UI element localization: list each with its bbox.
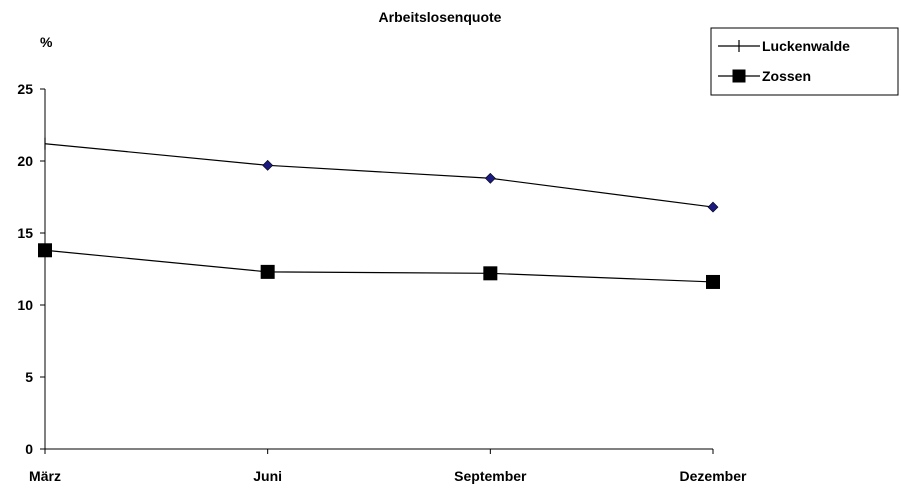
x-tick-label: Juni xyxy=(253,468,282,484)
legend-box xyxy=(710,27,899,96)
data-point-luckenwalde xyxy=(707,201,719,213)
y-axis-label: % xyxy=(40,34,53,50)
series-layer xyxy=(38,137,720,289)
legend-label-luckenwalde: Luckenwalde xyxy=(762,38,850,54)
y-tick-label: 5 xyxy=(25,369,33,385)
x-tick-label: September xyxy=(454,468,527,484)
data-point-luckenwalde xyxy=(262,159,274,171)
y-tick-label: 15 xyxy=(17,225,33,241)
data-point-luckenwalde xyxy=(484,172,496,184)
y-tick-label: 25 xyxy=(17,81,33,97)
data-point-zossen xyxy=(38,243,52,258)
data-point-zossen xyxy=(483,266,498,281)
x-tick-label: März xyxy=(29,468,61,484)
y-tick-label: 10 xyxy=(17,297,33,313)
y-tick-label: 20 xyxy=(17,153,33,169)
legend-marker-zossen xyxy=(732,69,746,83)
legend-label-zossen: Zossen xyxy=(762,68,811,84)
data-point-zossen xyxy=(706,274,720,289)
x-tick-label: Dezember xyxy=(680,468,747,484)
legend: Luckenwalde Zossen xyxy=(710,27,899,96)
series-line-zossen xyxy=(44,249,714,283)
y-tick-label: 0 xyxy=(25,441,33,457)
axes: 0 5 10 15 20 25 März Juni September Dezember xyxy=(17,81,747,484)
data-point-zossen xyxy=(260,264,275,279)
series-line-luckenwalde xyxy=(44,143,714,208)
chart-title: Arbeitslosenquote xyxy=(379,9,502,25)
